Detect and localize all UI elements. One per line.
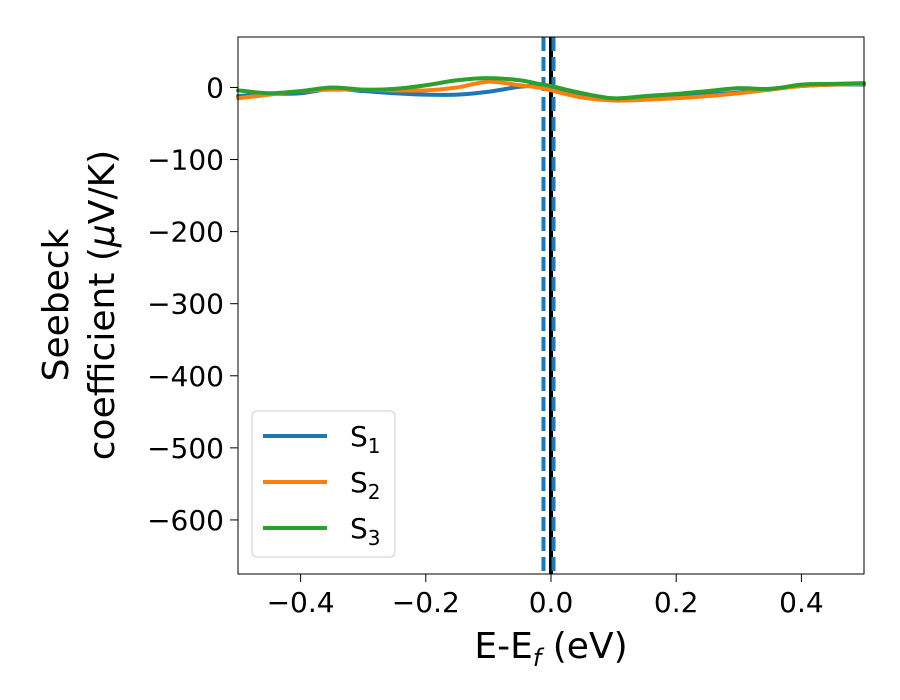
series-line-s3 [236,76,866,101]
y-axis-label: Seebeck coefficient (μV/K) [36,150,123,460]
y-tick-label: 0 [206,71,224,104]
x-tick-label: −0.4 [267,586,335,619]
legend-label-s1: S1 [350,420,381,458]
x-tick-label: 0.0 [529,586,574,619]
vertical-lines [541,37,556,574]
x-ticks: −0.4 −0.2 0.0 0.2 0.4 [267,574,824,619]
legend-label-s3: S3 [350,512,381,550]
y-tick-label: −400 [147,360,224,393]
y-tick-label: −100 [147,144,224,177]
y-tick-label: −500 [147,432,224,465]
legend-label-s2: S2 [350,466,381,504]
y-axis-label-line2: coefficient (μV/K) [82,150,123,460]
y-tick-label: −200 [147,216,224,249]
y-axis-label-line1: Seebeck [36,228,77,381]
x-tick-label: 0.4 [779,586,824,619]
y-tick-label: −600 [147,504,224,537]
series-lines [236,76,866,103]
y-tick-label: −300 [147,288,224,321]
y-ticks: 0 −100 −200 −300 −400 −500 −600 [147,71,238,537]
x-axis-label: E-Ef (eV) [474,626,627,672]
x-tick-label: −0.2 [392,586,460,619]
legend: S1 S2 S3 [251,410,396,558]
x-tick-label: 0.2 [654,586,699,619]
